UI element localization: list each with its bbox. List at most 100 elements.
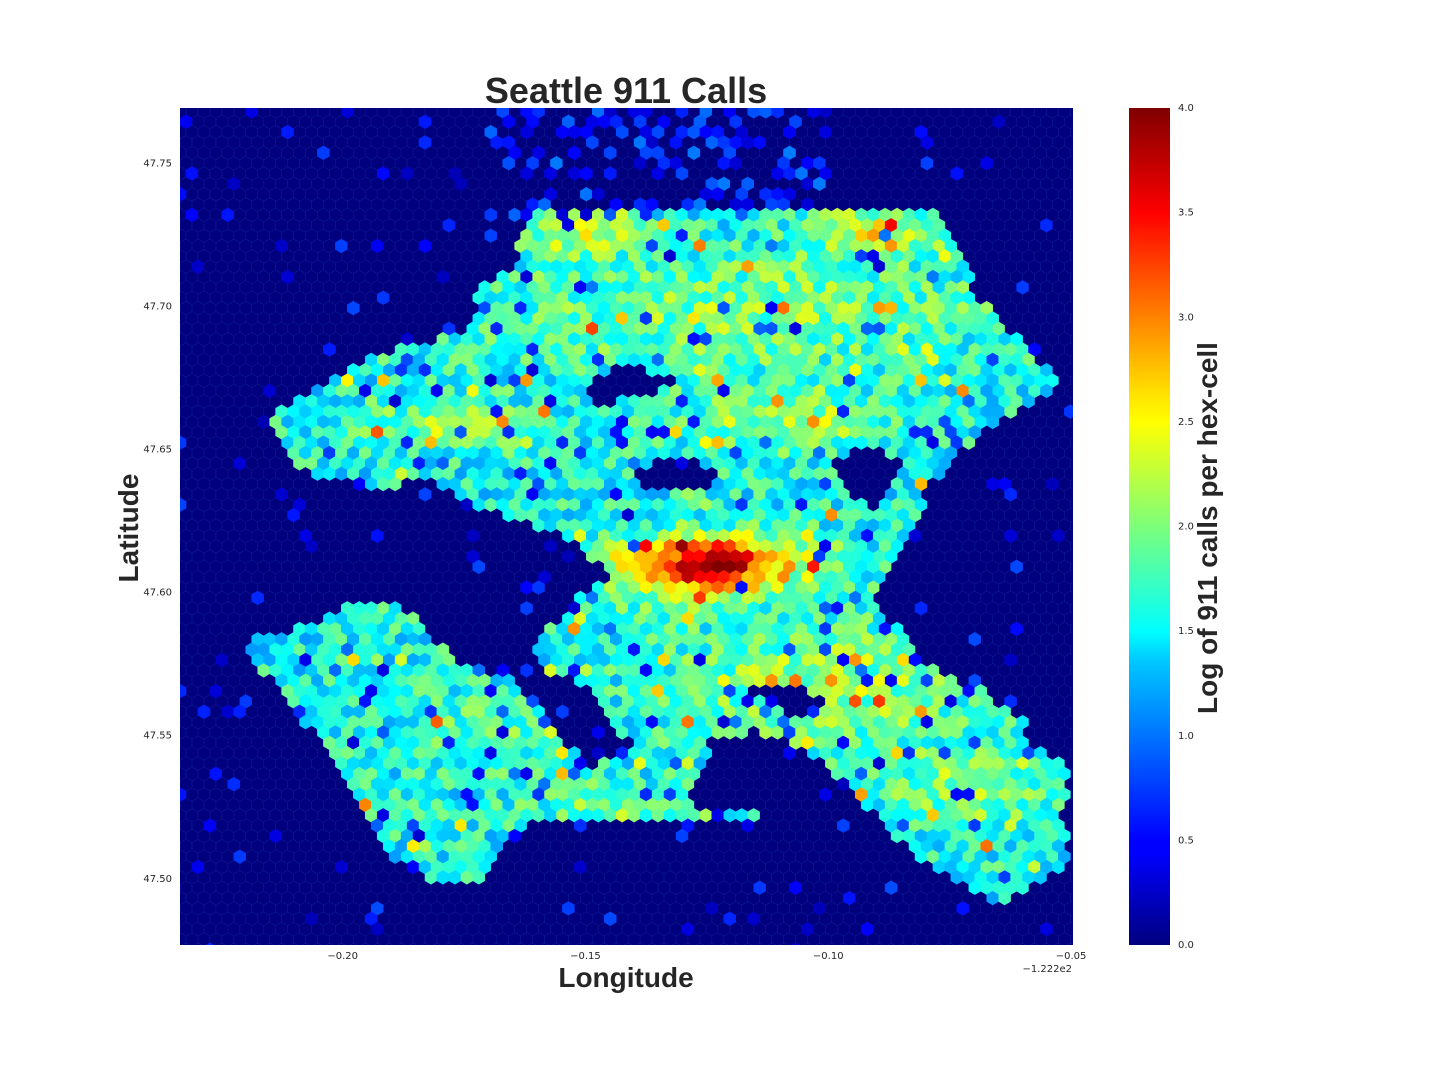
- hex-cell: [275, 238, 288, 254]
- hex-cell: [711, 187, 725, 202]
- hex-cell: [998, 108, 1000, 109]
- hex-cell: [180, 842, 181, 851]
- hex-cell: [162, 622, 174, 636]
- hex-cell: [755, 942, 764, 945]
- hex-cell: [819, 108, 832, 119]
- hex-cell: [162, 829, 174, 843]
- hex-cell: [1076, 736, 1088, 750]
- hex-cell: [180, 532, 181, 540]
- hex-cell: [424, 108, 426, 109]
- hex-cell: [604, 166, 617, 181]
- hex-cell: [162, 601, 174, 615]
- hex-cell: [974, 108, 976, 109]
- hex-cell: [842, 108, 844, 109]
- hex-cell: [874, 942, 884, 945]
- hex-cell: [1030, 942, 1039, 945]
- hex-cell: [675, 166, 689, 181]
- hex-cell: [719, 942, 728, 945]
- hex-cell: [866, 108, 868, 109]
- hex-cell: [854, 108, 856, 109]
- hex-cell: [992, 114, 1005, 129]
- hex-cell: [920, 156, 934, 171]
- hex-cell: [420, 942, 430, 945]
- hex-cell: [484, 207, 497, 223]
- hex-cell: [265, 942, 274, 945]
- hex-cell: [1057, 108, 1059, 109]
- hex-cell: [180, 635, 181, 644]
- hex-cell: [162, 415, 174, 429]
- hex-cell: [472, 108, 474, 109]
- hex-cell: [289, 942, 298, 945]
- hex-cell: [671, 942, 681, 945]
- hex-cell: [815, 942, 824, 945]
- hex-cell: [364, 108, 366, 109]
- hex-cell: [819, 124, 832, 140]
- hex-cell: [1076, 819, 1088, 833]
- hex-cell: [180, 490, 181, 499]
- hex-cell: [994, 942, 1003, 945]
- hex-cell: [914, 108, 916, 109]
- hex-cell: [600, 942, 609, 945]
- hex-cell: [328, 108, 330, 109]
- hex-cell: [317, 145, 330, 160]
- hex-cell: [803, 942, 812, 945]
- hex-cell: [162, 229, 174, 243]
- hex-cell: [695, 942, 705, 945]
- hex-cell: [460, 108, 462, 109]
- hex-cell: [180, 780, 181, 789]
- hex-cell: [180, 863, 181, 871]
- hex-cell: [180, 117, 181, 126]
- hex-cell: [767, 942, 776, 945]
- hex-cell: [480, 942, 489, 945]
- hex-cell: [1076, 301, 1088, 315]
- hex-cell: [162, 933, 174, 947]
- hex-cell: [325, 942, 334, 945]
- hex-cell: [794, 108, 797, 109]
- hex-cell: [729, 156, 742, 171]
- hex-cell: [396, 942, 406, 945]
- hex-cell: [1076, 239, 1088, 253]
- hex-cell: [839, 942, 848, 945]
- hex-cell: [982, 942, 991, 945]
- hex-cell: [180, 114, 193, 129]
- hex-cell: [241, 942, 250, 945]
- hex-cell: [162, 105, 174, 119]
- hex-cell: [180, 759, 181, 768]
- hex-cell: [1006, 942, 1015, 945]
- hex-cell: [1076, 591, 1088, 605]
- hex-cell: [180, 283, 181, 292]
- hex-cell: [162, 270, 174, 284]
- hex-cell: [827, 942, 836, 945]
- hex-cell: [180, 345, 181, 354]
- hex-cell: [1076, 156, 1088, 170]
- hex-cell: [687, 145, 701, 160]
- hex-cell: [281, 124, 294, 140]
- hex-cell: [502, 114, 515, 129]
- hex-cell: [180, 821, 181, 830]
- hex-cell: [675, 108, 689, 119]
- hex-cell: [970, 942, 979, 945]
- hex-cell: [162, 249, 174, 263]
- hex-cell: [245, 108, 258, 119]
- hex-cell: [604, 145, 617, 160]
- hex-cell: [436, 269, 450, 285]
- hex-cell: [1076, 508, 1088, 522]
- hex-cell: [986, 108, 988, 109]
- hex-cell: [1018, 942, 1027, 945]
- hex-cell: [1076, 446, 1088, 460]
- hex-cell: [1076, 632, 1088, 646]
- hex-cell: [448, 108, 450, 109]
- hex-cell: [352, 108, 354, 109]
- hex-cell: [217, 942, 226, 945]
- hex-cell: [1076, 488, 1088, 502]
- hex-cell: [185, 108, 187, 109]
- hex-cell: [442, 218, 456, 233]
- hex-cell: [1076, 653, 1088, 667]
- hex-cell: [257, 108, 259, 109]
- hex-cell: [818, 108, 820, 109]
- hex-cell: [516, 942, 525, 945]
- hex-cell: [1076, 281, 1088, 295]
- hex-cell: [683, 942, 693, 945]
- hex-cell: [209, 108, 211, 109]
